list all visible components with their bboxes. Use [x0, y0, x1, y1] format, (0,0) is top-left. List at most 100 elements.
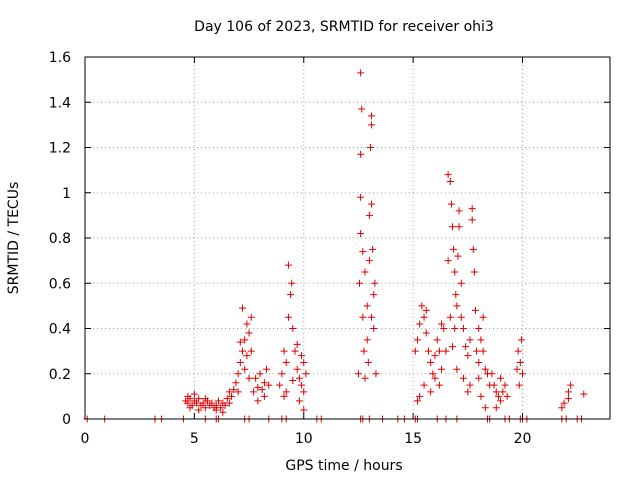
data-point	[228, 392, 236, 400]
data-point	[302, 370, 310, 378]
data-point	[479, 347, 487, 355]
data-point	[446, 177, 454, 185]
data-point	[291, 347, 299, 355]
data-point	[252, 374, 260, 382]
data-point	[212, 406, 220, 414]
data-point	[236, 338, 244, 346]
data-point	[230, 386, 238, 394]
data-point	[370, 325, 378, 332]
y-axis-label: SRMTID / TECUs	[6, 182, 22, 295]
data-point	[501, 381, 509, 389]
data-point	[433, 336, 441, 344]
data-point	[459, 374, 467, 382]
data-point	[357, 229, 365, 237]
axis-ticks: 0 0.2 0.4 0.6 0.8 1 1.2 1.4 1.6 0 5 10 15 20	[49, 50, 610, 447]
data-point	[457, 279, 465, 287]
data-point	[361, 268, 369, 276]
data-point	[214, 397, 222, 405]
data-point	[560, 399, 568, 407]
data-point	[201, 395, 209, 403]
chart-title: Day 106 of 2023, SRMTID for receiver ohi…	[194, 19, 494, 35]
data-point	[363, 336, 371, 344]
data-point	[435, 381, 443, 389]
data-point	[265, 381, 273, 389]
data-point	[517, 336, 525, 344]
data-point	[276, 381, 284, 389]
data-point	[263, 365, 271, 373]
data-point	[481, 365, 489, 373]
data-point	[411, 347, 419, 355]
data-point	[477, 392, 485, 400]
y-tick-label: 1	[62, 186, 71, 202]
data-point	[464, 352, 472, 360]
data-point	[293, 340, 301, 348]
data-point	[464, 388, 472, 396]
data-point	[516, 358, 524, 366]
data-point	[424, 347, 432, 355]
data-point	[282, 388, 290, 396]
data-point	[234, 370, 242, 378]
data-point	[184, 392, 192, 400]
data-point	[190, 390, 198, 398]
data-point	[236, 358, 244, 366]
data-point	[446, 313, 454, 321]
data-point	[418, 302, 426, 310]
data-point	[452, 291, 460, 299]
data-point	[451, 268, 459, 276]
data-point	[427, 358, 435, 366]
data-point	[455, 207, 463, 215]
data-point	[497, 397, 505, 405]
data-point	[447, 200, 455, 208]
data-point	[492, 388, 500, 396]
data-point	[366, 144, 374, 151]
data-point	[278, 370, 286, 378]
data-point	[422, 329, 430, 337]
data-point	[245, 374, 253, 382]
data-point	[490, 381, 498, 389]
data-point	[473, 347, 481, 355]
data-point	[422, 306, 430, 314]
data-point	[195, 406, 203, 414]
x-tick-label: 0	[81, 431, 90, 447]
data-point	[241, 365, 249, 373]
x-tick-label: 15	[404, 431, 422, 447]
data-point	[295, 374, 303, 382]
data-point	[420, 313, 428, 321]
data-point	[247, 313, 255, 321]
data-point	[225, 388, 233, 396]
data-point	[435, 347, 443, 355]
data-point	[234, 388, 242, 396]
data-point	[370, 291, 378, 299]
data-point	[219, 408, 227, 416]
data-point	[368, 121, 376, 129]
data-point	[449, 343, 456, 351]
y-tick-label: 1.2	[49, 141, 71, 157]
data-point	[449, 223, 456, 231]
data-point	[475, 374, 483, 382]
x-axis-label: GPS time / hours	[285, 458, 402, 474]
data-point	[475, 325, 483, 332]
data-point	[494, 392, 502, 400]
data-point	[558, 404, 566, 412]
data-point	[469, 245, 477, 253]
data-point	[453, 365, 461, 373]
y-tick-label: 0.4	[49, 322, 71, 338]
data-point	[293, 365, 301, 373]
data-point	[453, 302, 461, 310]
data-point	[232, 379, 240, 387]
data-point	[245, 329, 253, 337]
data-point	[359, 248, 367, 256]
data-point	[580, 390, 588, 398]
data-point	[462, 343, 470, 351]
data-point	[201, 404, 209, 412]
data-point	[223, 395, 231, 403]
data-point	[358, 105, 366, 113]
data-point	[468, 205, 476, 213]
data-point	[357, 150, 365, 158]
data-point	[300, 388, 308, 396]
data-point	[221, 401, 229, 409]
data-point	[354, 370, 362, 378]
data-point	[239, 347, 246, 355]
data-point	[280, 392, 288, 400]
x-tick-label: 10	[295, 431, 313, 447]
